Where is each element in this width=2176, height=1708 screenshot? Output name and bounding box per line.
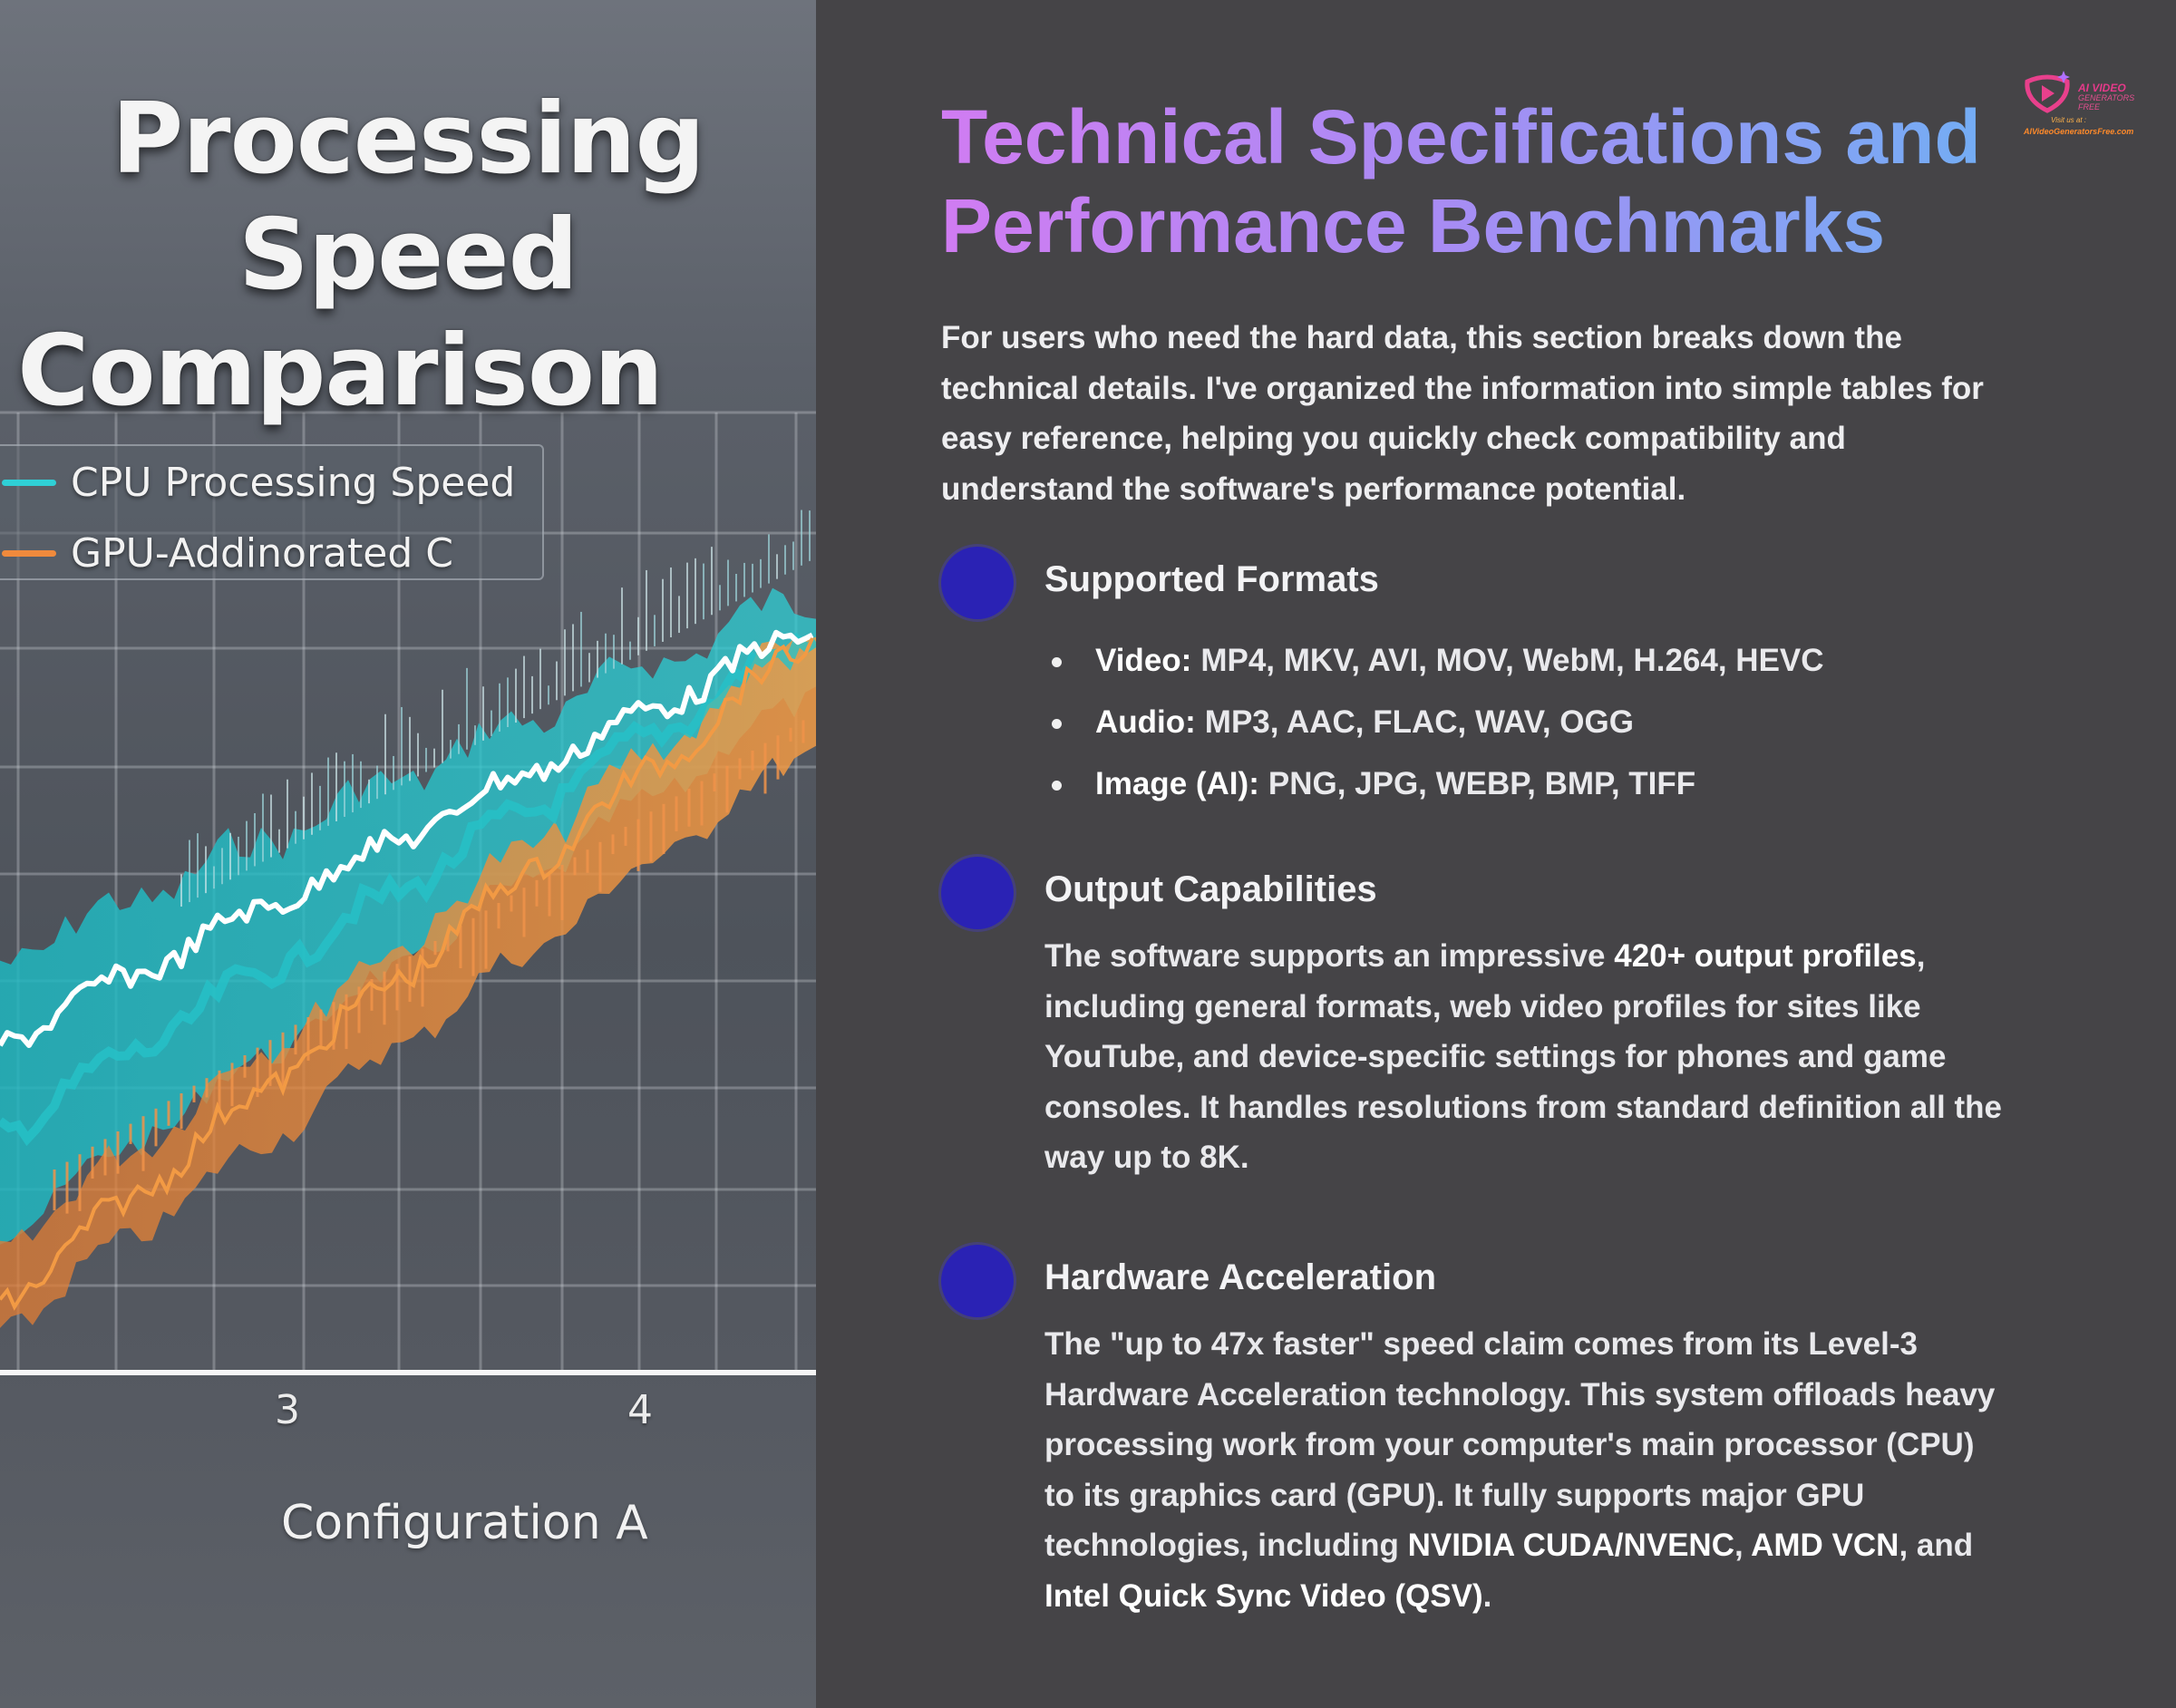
teal-series-band [0,587,816,1245]
body-text: , and [1899,1528,1974,1563]
legend-swatch-cpu [2,479,56,486]
body-strong: Intel Quick Sync Video (QSV) [1044,1577,1483,1614]
chart-title: Processing Speed Comparison [0,82,816,430]
section-title: Supported Formats [1044,559,1379,599]
video-play-icon [2025,71,2070,113]
section-title: Hardware Acceleration [1044,1257,1437,1297]
format-key: Audio: [1095,704,1196,740]
legend-item-cpu: CPU Processing Speed [2,455,515,509]
format-key: Image (AI): [1095,766,1259,801]
chart-title-line2: Comparison [17,315,664,428]
format-value: PNG, JPG, WEBP, BMP, TIFF [1268,766,1696,801]
format-list: Video: MP4, MKV, AVI, MOV, WebM, H.264, H… [1044,637,2006,822]
format-value: MP3, AAC, FLAC, WAV, OGG [1204,704,1634,740]
logo-subtext: GENERATORS FREE [2078,93,2135,112]
section-bullet-icon [941,1245,1014,1317]
chart-legend: CPU Processing Speed GPU-Addinorated C [0,444,544,580]
page-title: Technical Specifications and Performance… [941,92,2029,270]
section-bullet-icon [941,857,1014,929]
section-body: The "up to 47x faster" speed claim comes… [1044,1319,2006,1621]
teal-series-line [0,632,816,1147]
orange-series-line [0,637,814,1311]
legend-label-gpu: GPU-Addinorated C [71,529,453,577]
chart-title-line1: Processing Speed [112,82,705,312]
body-text: . [1482,1577,1492,1614]
x-tick-label: 4 [627,1387,653,1433]
brand-logo[interactable]: AI VIDEO GENERATORS FREE Visit us at : A… [2020,62,2147,143]
page-title-line2: Performance Benchmarks [941,183,1886,268]
x-tick-label: 3 [275,1387,300,1433]
body-strong: 420+ output profiles [1614,938,1917,974]
list-item: Image (AI): PNG, JPG, WEBP, BMP, TIFF [1044,761,2006,822]
section-title: Output Capabilities [1044,869,1377,909]
legend-item-gpu: GPU-Addinorated C [2,526,453,580]
section-bullet-icon [941,547,1014,619]
list-item: Audio: MP3, AAC, FLAC, WAV, OGG [1044,699,2006,761]
legend-label-cpu: CPU Processing Speed [71,459,516,506]
page-title-line1: Technical Specifications and [941,94,1981,180]
list-item: Video: MP4, MKV, AVI, MOV, WebM, H.264, H… [1044,637,2006,699]
logo-visit-label: Visit us at : [2051,116,2086,124]
x-axis-label: Configuration A [281,1496,648,1550]
chart-image-panel: Processing Speed Comparison CPU Processi… [0,0,816,1708]
format-key: Video: [1095,643,1192,678]
body-strong: AMD VCN [1751,1528,1899,1563]
white-trend-line [0,629,814,1048]
intro-paragraph: For users who need the hard data, this s… [941,320,1984,507]
legend-swatch-gpu [2,549,56,557]
body-text: , including general formats, web video p… [1044,938,2002,1175]
body-strong: NVIDIA CUDA/NVENC [1407,1528,1734,1563]
format-value: MP4, MKV, AVI, MOV, WebM, H.264, HEVC [1200,643,1824,678]
section-body: The software supports an impressive 420+… [1044,931,2006,1183]
logo-url[interactable]: AIVideoGeneratorsFree.com [2024,127,2134,136]
body-text: , [1734,1528,1752,1563]
logo-text: AI VIDEO [2078,82,2126,94]
body-text: The "up to 47x faster" speed claim comes… [1044,1326,1996,1563]
body-text: The software supports an impressive [1044,938,1615,974]
